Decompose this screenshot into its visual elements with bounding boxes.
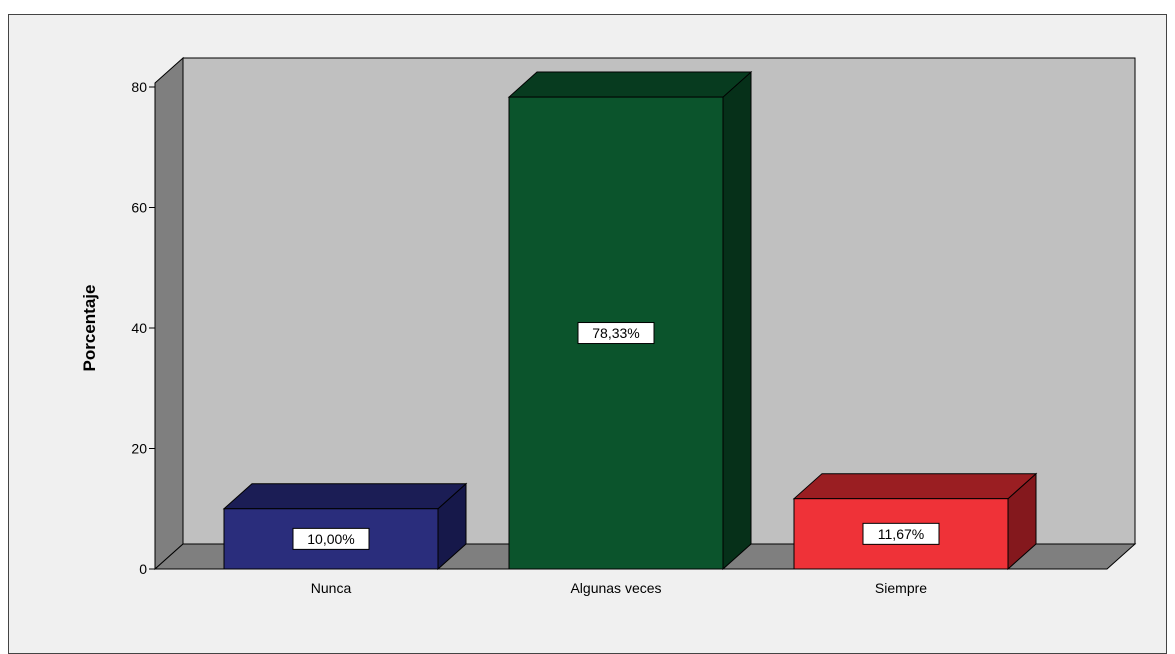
- bar-side-face: [722, 70, 752, 571]
- data-label: 78,33%: [592, 325, 639, 341]
- bar-top-face: [792, 473, 1038, 500]
- bar-3: [792, 472, 1038, 571]
- x-category-label: Nunca: [311, 580, 352, 596]
- y-tick-label: 0: [139, 561, 147, 577]
- data-label: 10,00%: [307, 531, 354, 547]
- bar-top-face: [222, 483, 468, 510]
- chart-frame: 0 20 40 60 80 Porcentaje 10,00% Nunca 78,33% Alg…: [8, 14, 1167, 654]
- x-category-label: Siempre: [875, 580, 927, 596]
- data-label-box: [862, 522, 940, 545]
- labels-group: 10,00% Nunca 78,33% Algunas veces 11,67% Siem…: [292, 322, 940, 596]
- y-axis: 0 20 40 60 80 Porcentaje: [80, 79, 156, 577]
- y-tick-label: 60: [131, 200, 147, 216]
- left-wall: [154, 56, 184, 571]
- data-label-box: [577, 322, 655, 345]
- y-tick-label: 20: [131, 441, 147, 457]
- x-category-label: Algunas veces: [570, 580, 661, 596]
- bar-chart: 0 20 40 60 80 Porcentaje 10,00% Nunca 78,33% Alg…: [80, 56, 1137, 596]
- bar-2: [507, 70, 753, 571]
- data-label: 11,67%: [878, 526, 924, 542]
- y-tick-label: 40: [131, 320, 147, 336]
- y-tick-label: 80: [131, 79, 147, 95]
- y-axis-title: Porcentaje: [80, 285, 99, 372]
- bar-1: [222, 482, 468, 571]
- data-label-box: [292, 527, 370, 550]
- bar-top-face: [507, 71, 753, 98]
